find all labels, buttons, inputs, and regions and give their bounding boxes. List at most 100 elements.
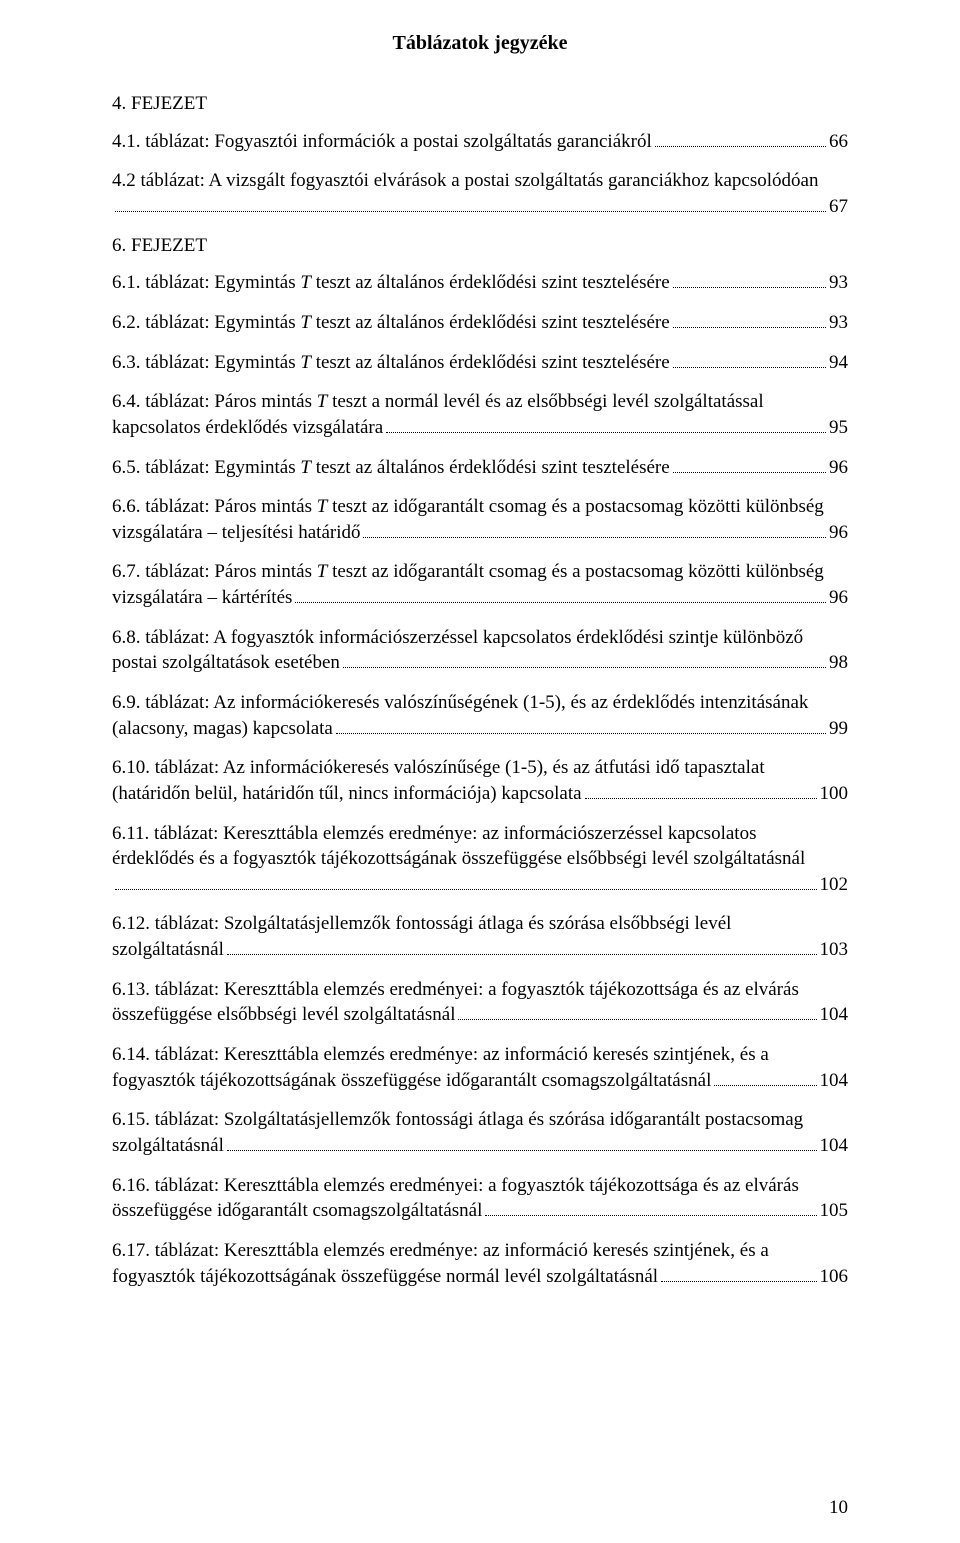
toc-dots [673, 367, 826, 368]
toc-entry-page: 104 [820, 1002, 849, 1028]
toc-dots [343, 667, 826, 668]
toc-dots [673, 472, 826, 473]
toc-entry-tail: szolgáltatásnál [112, 937, 224, 963]
toc-entry-line: 6.13. táblázat: Kereszttábla elemzés ere… [112, 977, 848, 1003]
toc-entry: 6.12. táblázat: Szolgáltatásjellemzők fo… [112, 911, 848, 962]
toc-entry: 6.4. táblázat: Páros mintás T teszt a no… [112, 389, 848, 440]
toc-entry-tail: 4.1. táblázat: Fogyasztói információk a … [112, 129, 652, 155]
toc-entry-leader: (határidőn belül, határidőn tűl, nincs i… [112, 781, 848, 807]
toc-entry-leader: összefüggése elsőbbségi levél szolgáltat… [112, 1002, 848, 1028]
toc-dots [363, 537, 826, 538]
toc-entry-line: 6.15. táblázat: Szolgáltatásjellemzők fo… [112, 1107, 848, 1133]
toc-entry-tail: (alacsony, magas) kapcsolata [112, 716, 333, 742]
toc-entry-page: 104 [820, 1133, 849, 1159]
toc-entry: 6.5. táblázat: Egymintás T teszt az álta… [112, 455, 848, 481]
toc-entry-page: 96 [829, 455, 848, 481]
toc-entry-page: 100 [820, 781, 849, 807]
toc-entry-line: 6.11. táblázat: Kereszttábla elemzés ere… [112, 821, 848, 847]
toc-entry-line: 6.14. táblázat: Kereszttábla elemzés ere… [112, 1042, 848, 1068]
toc-entry-page: 96 [829, 585, 848, 611]
toc-entry-page: 105 [820, 1198, 849, 1224]
toc-entry: 6.8. táblázat: A fogyasztók információsz… [112, 625, 848, 676]
toc-entry-page: 93 [829, 310, 848, 336]
toc-entry-leader: 6.5. táblázat: Egymintás T teszt az álta… [112, 455, 848, 481]
toc-entry-page: 104 [820, 1068, 849, 1094]
toc-entry: 6.10. táblázat: Az információkeresés val… [112, 755, 848, 806]
toc-entry: 6.15. táblázat: Szolgáltatásjellemzők fo… [112, 1107, 848, 1158]
toc-entry-leader: 6.2. táblázat: Egymintás T teszt az álta… [112, 310, 848, 336]
toc-entry-leader: összefüggése időgarantált csomagszolgált… [112, 1198, 848, 1224]
toc-entry-tail: fogyasztók tájékozottságának összefüggés… [112, 1068, 711, 1094]
toc-entry-page: 103 [820, 937, 849, 963]
page-number: 10 [829, 1496, 848, 1521]
toc-dots [673, 327, 826, 328]
toc-entry: 6.16. táblázat: Kereszttábla elemzés ere… [112, 1173, 848, 1224]
toc-entry: 6.2. táblázat: Egymintás T teszt az álta… [112, 310, 848, 336]
toc-dots [115, 889, 817, 890]
toc-entry-line: 6.9. táblázat: Az információkeresés való… [112, 690, 848, 716]
toc-entry: 6.13. táblázat: Kereszttábla elemzés ere… [112, 977, 848, 1028]
toc-entry-leader: (alacsony, magas) kapcsolata 99 [112, 716, 848, 742]
toc-entry-line: 6.6. táblázat: Páros mintás T teszt az i… [112, 494, 848, 520]
toc-entry: 6.17. táblázat: Kereszttábla elemzés ere… [112, 1238, 848, 1289]
toc-dots [386, 432, 826, 433]
toc-dots [227, 1150, 817, 1151]
toc-entry-leader: 4.1. táblázat: Fogyasztói információk a … [112, 129, 848, 155]
chapter-heading: 6. FEJEZET [112, 234, 848, 259]
toc-entry-leader: szolgáltatásnál 103 [112, 937, 848, 963]
toc-entry-line: 6.16. táblázat: Kereszttábla elemzés ere… [112, 1173, 848, 1199]
toc-entry-page: 67 [829, 194, 848, 220]
toc-dots [458, 1019, 816, 1020]
toc-entry-tail: fogyasztók tájékozottságának összefüggés… [112, 1264, 658, 1290]
toc-entry: 6.6. táblázat: Páros mintás T teszt az i… [112, 494, 848, 545]
toc-dots [673, 287, 826, 288]
toc-dots [714, 1085, 816, 1086]
toc-dots [585, 798, 817, 799]
toc-entry-line: 6.10. táblázat: Az információkeresés val… [112, 755, 848, 781]
toc-entry-line: 6.4. táblázat: Páros mintás T teszt a no… [112, 389, 848, 415]
toc-entry: 6.3. táblázat: Egymintás T teszt az álta… [112, 350, 848, 376]
toc-entry-tail: vizsgálatára – teljesítési határidő [112, 520, 360, 546]
toc-entry-page: 93 [829, 270, 848, 296]
toc-dots [295, 602, 826, 603]
toc-entry-leader: 67 [112, 194, 848, 220]
toc-entry-leader: szolgáltatásnál 104 [112, 1133, 848, 1159]
toc-entry-line: 6.7. táblázat: Páros mintás T teszt az i… [112, 559, 848, 585]
toc-entry-page: 95 [829, 415, 848, 441]
toc-container: 4. FEJEZET4.1. táblázat: Fogyasztói info… [112, 92, 848, 1289]
toc-entry-page: 66 [829, 129, 848, 155]
toc-entry-tail: összefüggése időgarantált csomagszolgált… [112, 1198, 482, 1224]
toc-entry: 4.1. táblázat: Fogyasztói információk a … [112, 129, 848, 155]
toc-entry-leader: 102 [112, 872, 848, 898]
toc-entry-line: 6.12. táblázat: Szolgáltatásjellemzők fo… [112, 911, 848, 937]
page-title: Táblázatok jegyzéke [112, 30, 848, 56]
toc-entry-leader: 6.1. táblázat: Egymintás T teszt az álta… [112, 270, 848, 296]
toc-entry-tail: kapcsolatos érdeklődés vizsgálatára [112, 415, 383, 441]
toc-entry-line: 4.2 táblázat: A vizsgált fogyasztói elvá… [112, 168, 848, 194]
toc-dots [655, 146, 826, 147]
toc-dots [336, 733, 826, 734]
toc-entry: 6.1. táblázat: Egymintás T teszt az álta… [112, 270, 848, 296]
toc-entry-tail: összefüggése elsőbbségi levél szolgáltat… [112, 1002, 455, 1028]
toc-entry-tail: vizsgálatára – kártérítés [112, 585, 292, 611]
toc-entry: 6.11. táblázat: Kereszttábla elemzés ere… [112, 821, 848, 898]
toc-entry-page: 98 [829, 650, 848, 676]
toc-entry-leader: 6.3. táblázat: Egymintás T teszt az álta… [112, 350, 848, 376]
toc-dots [661, 1281, 816, 1282]
toc-entry-leader: postai szolgáltatások esetében 98 [112, 650, 848, 676]
toc-entry: 6.7. táblázat: Páros mintás T teszt az i… [112, 559, 848, 610]
toc-entry-line: 6.17. táblázat: Kereszttábla elemzés ere… [112, 1238, 848, 1264]
toc-entry-leader: vizsgálatára – kártérítés 96 [112, 585, 848, 611]
toc-entry-page: 94 [829, 350, 848, 376]
toc-entry-line: 6.8. táblázat: A fogyasztók információsz… [112, 625, 848, 651]
toc-entry-tail: 6.5. táblázat: Egymintás T teszt az álta… [112, 455, 670, 481]
toc-entry-page: 99 [829, 716, 848, 742]
toc-entry-page: 96 [829, 520, 848, 546]
toc-entry-tail: szolgáltatásnál [112, 1133, 224, 1159]
toc-entry: 6.14. táblázat: Kereszttábla elemzés ere… [112, 1042, 848, 1093]
toc-entry-page: 102 [820, 872, 849, 898]
toc-dots [485, 1215, 816, 1216]
toc-entry-leader: fogyasztók tájékozottságának összefüggés… [112, 1264, 848, 1290]
toc-entry-page: 106 [820, 1264, 849, 1290]
toc-entry-tail: 6.1. táblázat: Egymintás T teszt az álta… [112, 270, 670, 296]
